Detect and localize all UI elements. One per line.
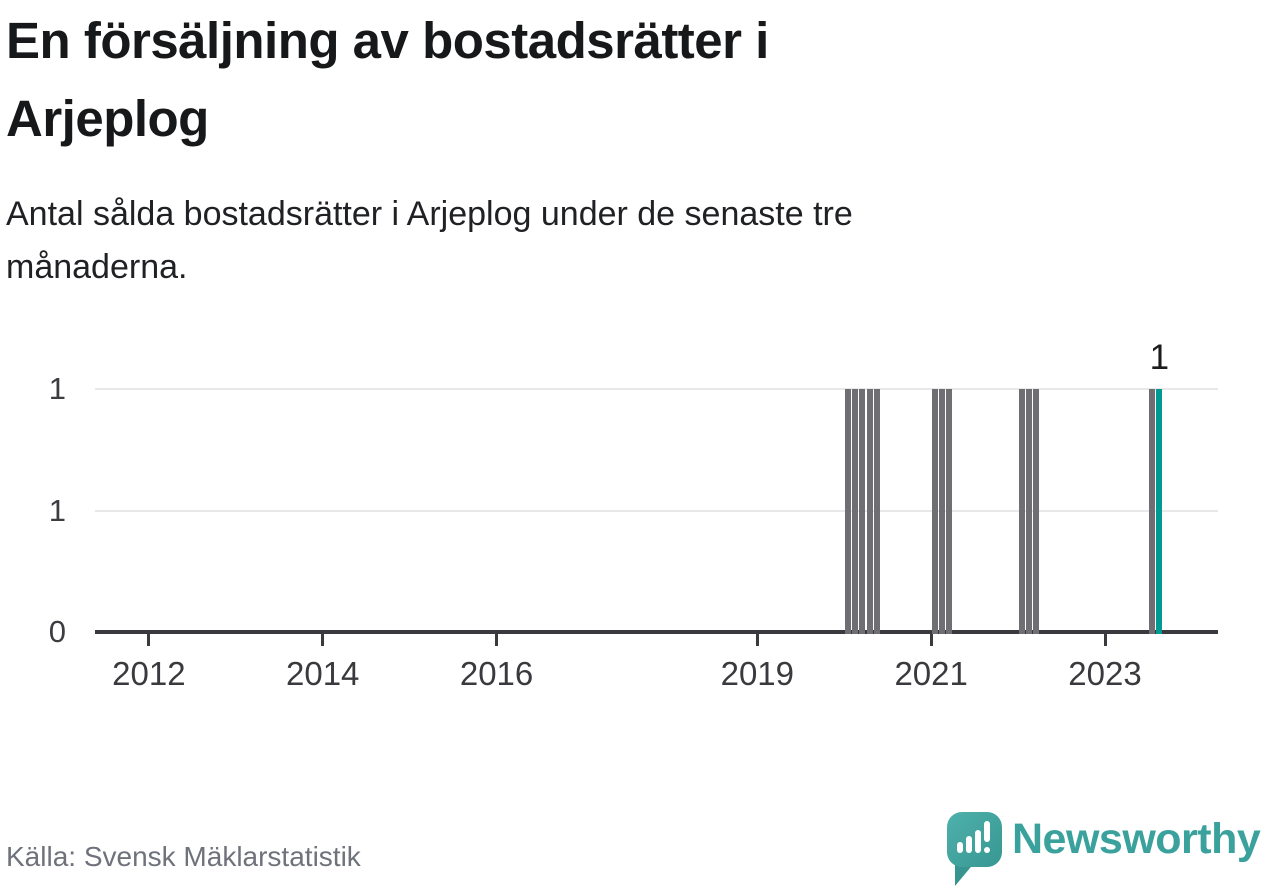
x-axis-tick-label: 2016: [459, 655, 534, 692]
bar: [852, 389, 859, 634]
bar: [1025, 389, 1032, 634]
x-axis-tick: [1103, 634, 1107, 646]
newsworthy-logo: Newsworthy: [947, 812, 1261, 886]
newsworthy-bubble-icon: [947, 812, 1002, 867]
x-axis-line: [95, 630, 1218, 634]
newsworthy-wordmark: Newsworthy: [1012, 815, 1261, 863]
chart-title: En försäljning av bostadsrätter i Arjepl…: [6, 2, 1186, 158]
bar: [1018, 389, 1025, 634]
bar: [946, 389, 953, 634]
y-axis-tick-label: 1: [48, 492, 66, 528]
x-axis-tick: [147, 634, 151, 646]
bar: [873, 389, 880, 634]
chart-subtitle: Antal sålda bostadsrätter i Arjeplog und…: [6, 188, 1246, 294]
x-axis-tick-label: 2023: [1068, 655, 1142, 692]
bar: [931, 389, 938, 634]
x-axis-tick: [929, 634, 933, 646]
chart-subtitle-line-1: Antal sålda bostadsrätter i Arjeplog und…: [6, 195, 853, 233]
x-axis-tick: [495, 634, 499, 646]
highlighted-bar: [1156, 389, 1163, 634]
x-axis-tick: [321, 634, 325, 646]
y-axis-tick-label: 0: [48, 614, 66, 649]
x-axis-tick: [755, 634, 759, 646]
mini-bar-icon: [975, 830, 981, 853]
bar: [1149, 389, 1156, 634]
x-axis-tick-label: 2021: [894, 655, 968, 692]
y-axis-tick-label: 1: [48, 371, 66, 406]
chart-subtitle-line-2: månaderna.: [6, 248, 188, 286]
y-gridline: [95, 509, 1218, 512]
bar: [1033, 389, 1040, 634]
x-axis-tick-label: 2012: [112, 655, 186, 692]
mini-bar-icon: [966, 836, 972, 853]
x-axis-tick-label: 2019: [720, 655, 795, 692]
bar-value-label: 1: [1149, 338, 1170, 377]
chart-title-line-2: Arjeplog: [6, 90, 209, 147]
y-gridline: [95, 388, 1218, 390]
bar: [844, 389, 851, 634]
bar: [939, 389, 946, 634]
mini-bar-icon: [957, 842, 963, 853]
source-text: Källa: Svensk Mäklarstatistik: [6, 841, 361, 872]
exclamation-icon: [984, 821, 990, 842]
x-axis-tick-label: 2014: [286, 655, 360, 692]
exclamation-dot-icon: [984, 847, 990, 853]
chart-title-line-1: En försäljning av bostadsrätter i: [6, 12, 769, 69]
bar: [859, 389, 866, 634]
bar: [866, 389, 873, 634]
